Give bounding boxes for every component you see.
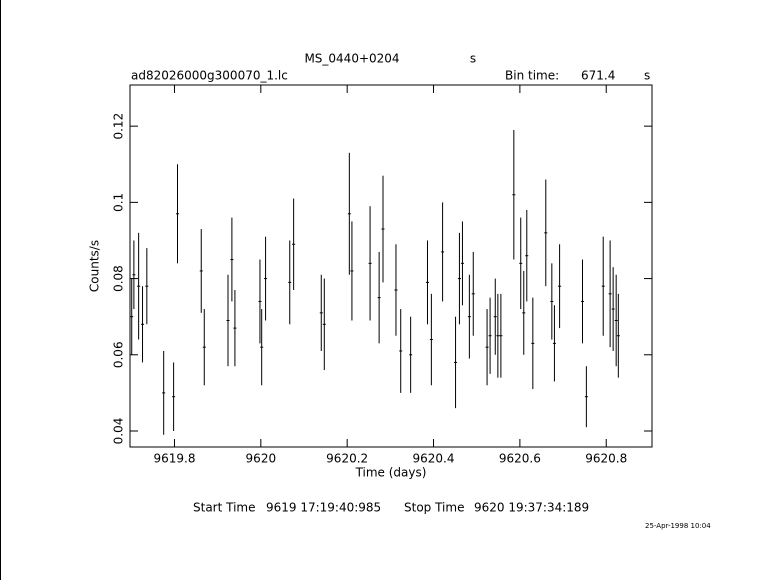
y-tick-label: 0.06	[112, 341, 126, 368]
bin-time-unit: s	[644, 69, 650, 83]
plot-frame	[129, 84, 653, 448]
stop-time-label: Stop Time	[404, 501, 464, 515]
x-tick-label: 9620.4	[413, 452, 455, 466]
bin-time: 671.4	[581, 69, 615, 83]
title-unit: s	[470, 52, 476, 66]
y-tick-label: 0.08	[112, 265, 126, 292]
y-tick-label: 0.1	[112, 193, 126, 212]
x-tick-label: 9620.2	[326, 452, 368, 466]
x-tick-label: 9619.8	[153, 452, 195, 466]
bin-time-label: Bin time:	[505, 69, 559, 83]
y-tick-label: 0.04	[112, 418, 126, 445]
x-tick-label: 9620.8	[585, 452, 627, 466]
stop-time: 9620 19:37:34:189	[474, 501, 589, 515]
file-label: ad82026000g300070_1.lc	[131, 69, 288, 83]
chart-title: MS_0440+0204	[304, 52, 399, 66]
start-time: 9619 17:19:40:985	[266, 501, 381, 515]
x-axis-label: Time (days)	[355, 466, 427, 480]
start-time-label: Start Time	[193, 501, 256, 515]
timestamp: 25-Apr-1998 10:04	[645, 522, 711, 530]
y-tick-label: 0.12	[112, 113, 126, 140]
y-axis-label: Counts/s	[88, 240, 102, 292]
x-tick-label: 9620.6	[499, 452, 541, 466]
x-tick-label: 9620	[246, 452, 277, 466]
